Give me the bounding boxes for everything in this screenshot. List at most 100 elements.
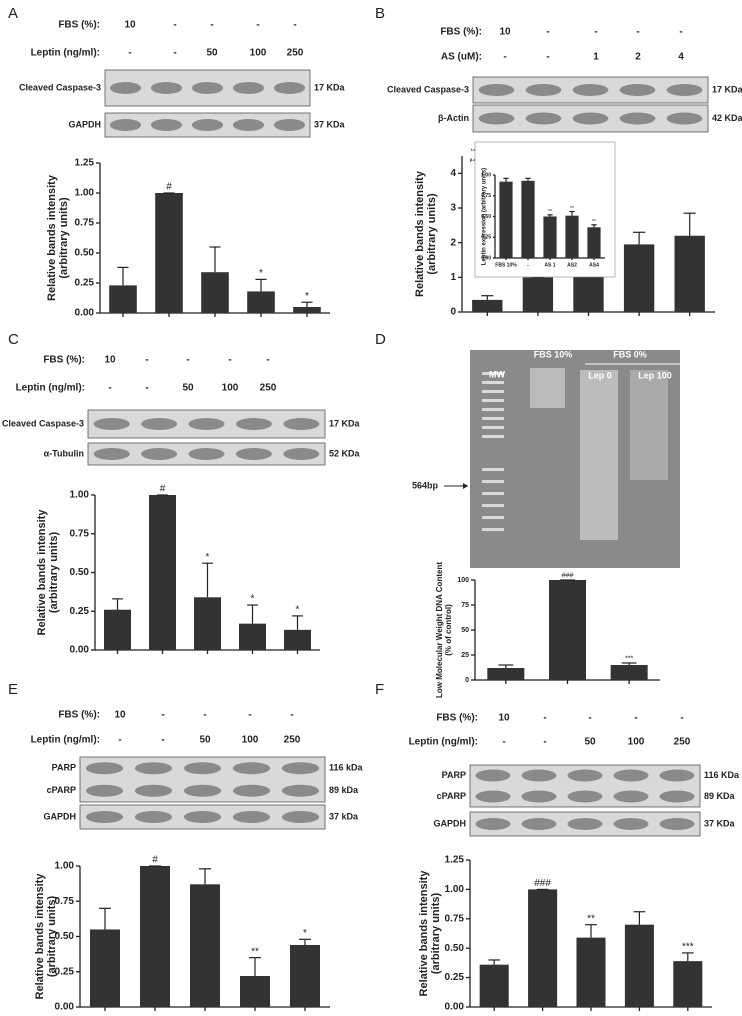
gel-smear xyxy=(580,370,618,540)
blot-band xyxy=(521,818,557,830)
significance: # xyxy=(166,182,172,193)
ladder-band xyxy=(482,504,504,507)
y-tick-label: 0 xyxy=(450,307,456,318)
significance: * xyxy=(251,594,255,605)
significance: * xyxy=(206,552,210,563)
condition-value: 100 xyxy=(222,383,239,394)
condition-label: FBS (%): xyxy=(436,713,478,724)
condition-label: Leptin (ng/ml): xyxy=(409,737,478,748)
y-tick-label: 1.00 xyxy=(75,188,95,199)
condition-value: 10 xyxy=(498,713,510,724)
blot-band xyxy=(613,790,649,803)
condition-value: - xyxy=(118,735,121,746)
blot-band xyxy=(134,811,173,823)
condition-value: 1 xyxy=(593,52,599,63)
condition-value: - xyxy=(256,20,259,31)
significance: ** xyxy=(570,206,574,212)
bar xyxy=(104,609,131,650)
blot-band xyxy=(188,448,225,460)
condition-value: - xyxy=(108,383,111,394)
blot-size: 116 kDa xyxy=(329,763,364,773)
condition-value: 250 xyxy=(284,735,301,746)
blot-band xyxy=(134,762,173,775)
bar xyxy=(549,580,586,680)
x-tick-label: - xyxy=(527,262,529,268)
blot-band xyxy=(85,811,124,823)
panel-letter: D xyxy=(375,331,386,348)
blot-band xyxy=(232,784,271,797)
blot-size: 52 KDa xyxy=(329,448,361,458)
blot-band xyxy=(134,784,173,797)
y-axis-label: (arbitrary units) xyxy=(48,532,60,614)
blot-band xyxy=(521,769,557,782)
gel-smear xyxy=(630,370,668,480)
condition-value: - xyxy=(293,20,296,31)
y-tick-label: 50 xyxy=(461,627,469,634)
blot-band xyxy=(191,82,224,94)
blot-band xyxy=(188,418,225,430)
y-axis-label: (% of control) xyxy=(444,604,453,656)
blot-size: 37 KDa xyxy=(314,119,346,129)
y-tick-label: 0.50 xyxy=(55,931,75,942)
significance: * xyxy=(303,928,307,939)
blot-band xyxy=(150,119,183,131)
y-tick-label: 0.00 xyxy=(70,645,90,656)
blot-band xyxy=(283,448,320,460)
ladder-band xyxy=(482,426,504,429)
y-axis-label: Relative bands intensity xyxy=(414,170,426,297)
blot-label: Cleaved Caspase-3 xyxy=(19,82,101,92)
bar xyxy=(190,884,220,1007)
y-tick-label: 1.00 xyxy=(445,884,465,895)
condition-label: Leptin (ng/ml): xyxy=(31,735,100,746)
bar xyxy=(201,272,229,313)
condition-value: - xyxy=(546,27,549,38)
blot-band xyxy=(141,418,178,430)
gel-label: Lep 100 xyxy=(638,370,672,380)
blot-band xyxy=(525,112,562,125)
bar xyxy=(247,291,275,313)
condition-value: - xyxy=(228,355,231,366)
y-tick-label: 0.25 xyxy=(70,606,90,617)
y-tick-label: 0.50 xyxy=(70,567,90,578)
condition-value: - xyxy=(546,52,549,63)
condition-value: - xyxy=(210,20,213,31)
significance: ### xyxy=(534,878,551,889)
y-tick-label: 0.00 xyxy=(481,255,491,261)
y-tick-label: 1.00 xyxy=(55,861,75,872)
condition-value: - xyxy=(594,27,597,38)
y-tick-label: 1.25 xyxy=(445,855,465,866)
condition-value: - xyxy=(266,355,269,366)
gel-smear xyxy=(530,368,565,408)
bar xyxy=(528,889,558,1007)
ladder-band xyxy=(482,399,504,402)
blot-band xyxy=(478,112,515,125)
y-tick-label: 0.25 xyxy=(445,972,465,983)
bar xyxy=(140,866,170,1007)
condition-value: - xyxy=(588,713,591,724)
condition-value: 250 xyxy=(674,737,691,748)
condition-value: 100 xyxy=(628,737,645,748)
blot-band xyxy=(613,818,649,830)
condition-value: - xyxy=(145,383,148,394)
condition-value: - xyxy=(161,735,164,746)
bar xyxy=(109,285,137,313)
bar xyxy=(673,961,703,1007)
blot-band xyxy=(183,784,222,797)
blot-band xyxy=(475,769,511,782)
blot-band xyxy=(232,811,271,823)
y-tick-label: 2 xyxy=(450,237,456,248)
condition-value: 50 xyxy=(182,383,194,394)
y-axis-label: (arbitrary units) xyxy=(46,896,58,978)
y-tick-label: 0.50 xyxy=(445,943,465,954)
blot-band xyxy=(666,112,703,125)
condition-value: - xyxy=(543,737,546,748)
condition-label: Leptin (ng/ml): xyxy=(16,383,85,394)
bar xyxy=(610,665,648,680)
ladder-band xyxy=(482,417,504,420)
blot-label: PARP xyxy=(442,770,466,780)
blot-band xyxy=(109,82,142,94)
y-tick-label: 1.25 xyxy=(75,158,95,169)
y-tick-label: 4 xyxy=(450,168,456,179)
bar xyxy=(623,244,655,312)
blot-band xyxy=(283,418,320,430)
